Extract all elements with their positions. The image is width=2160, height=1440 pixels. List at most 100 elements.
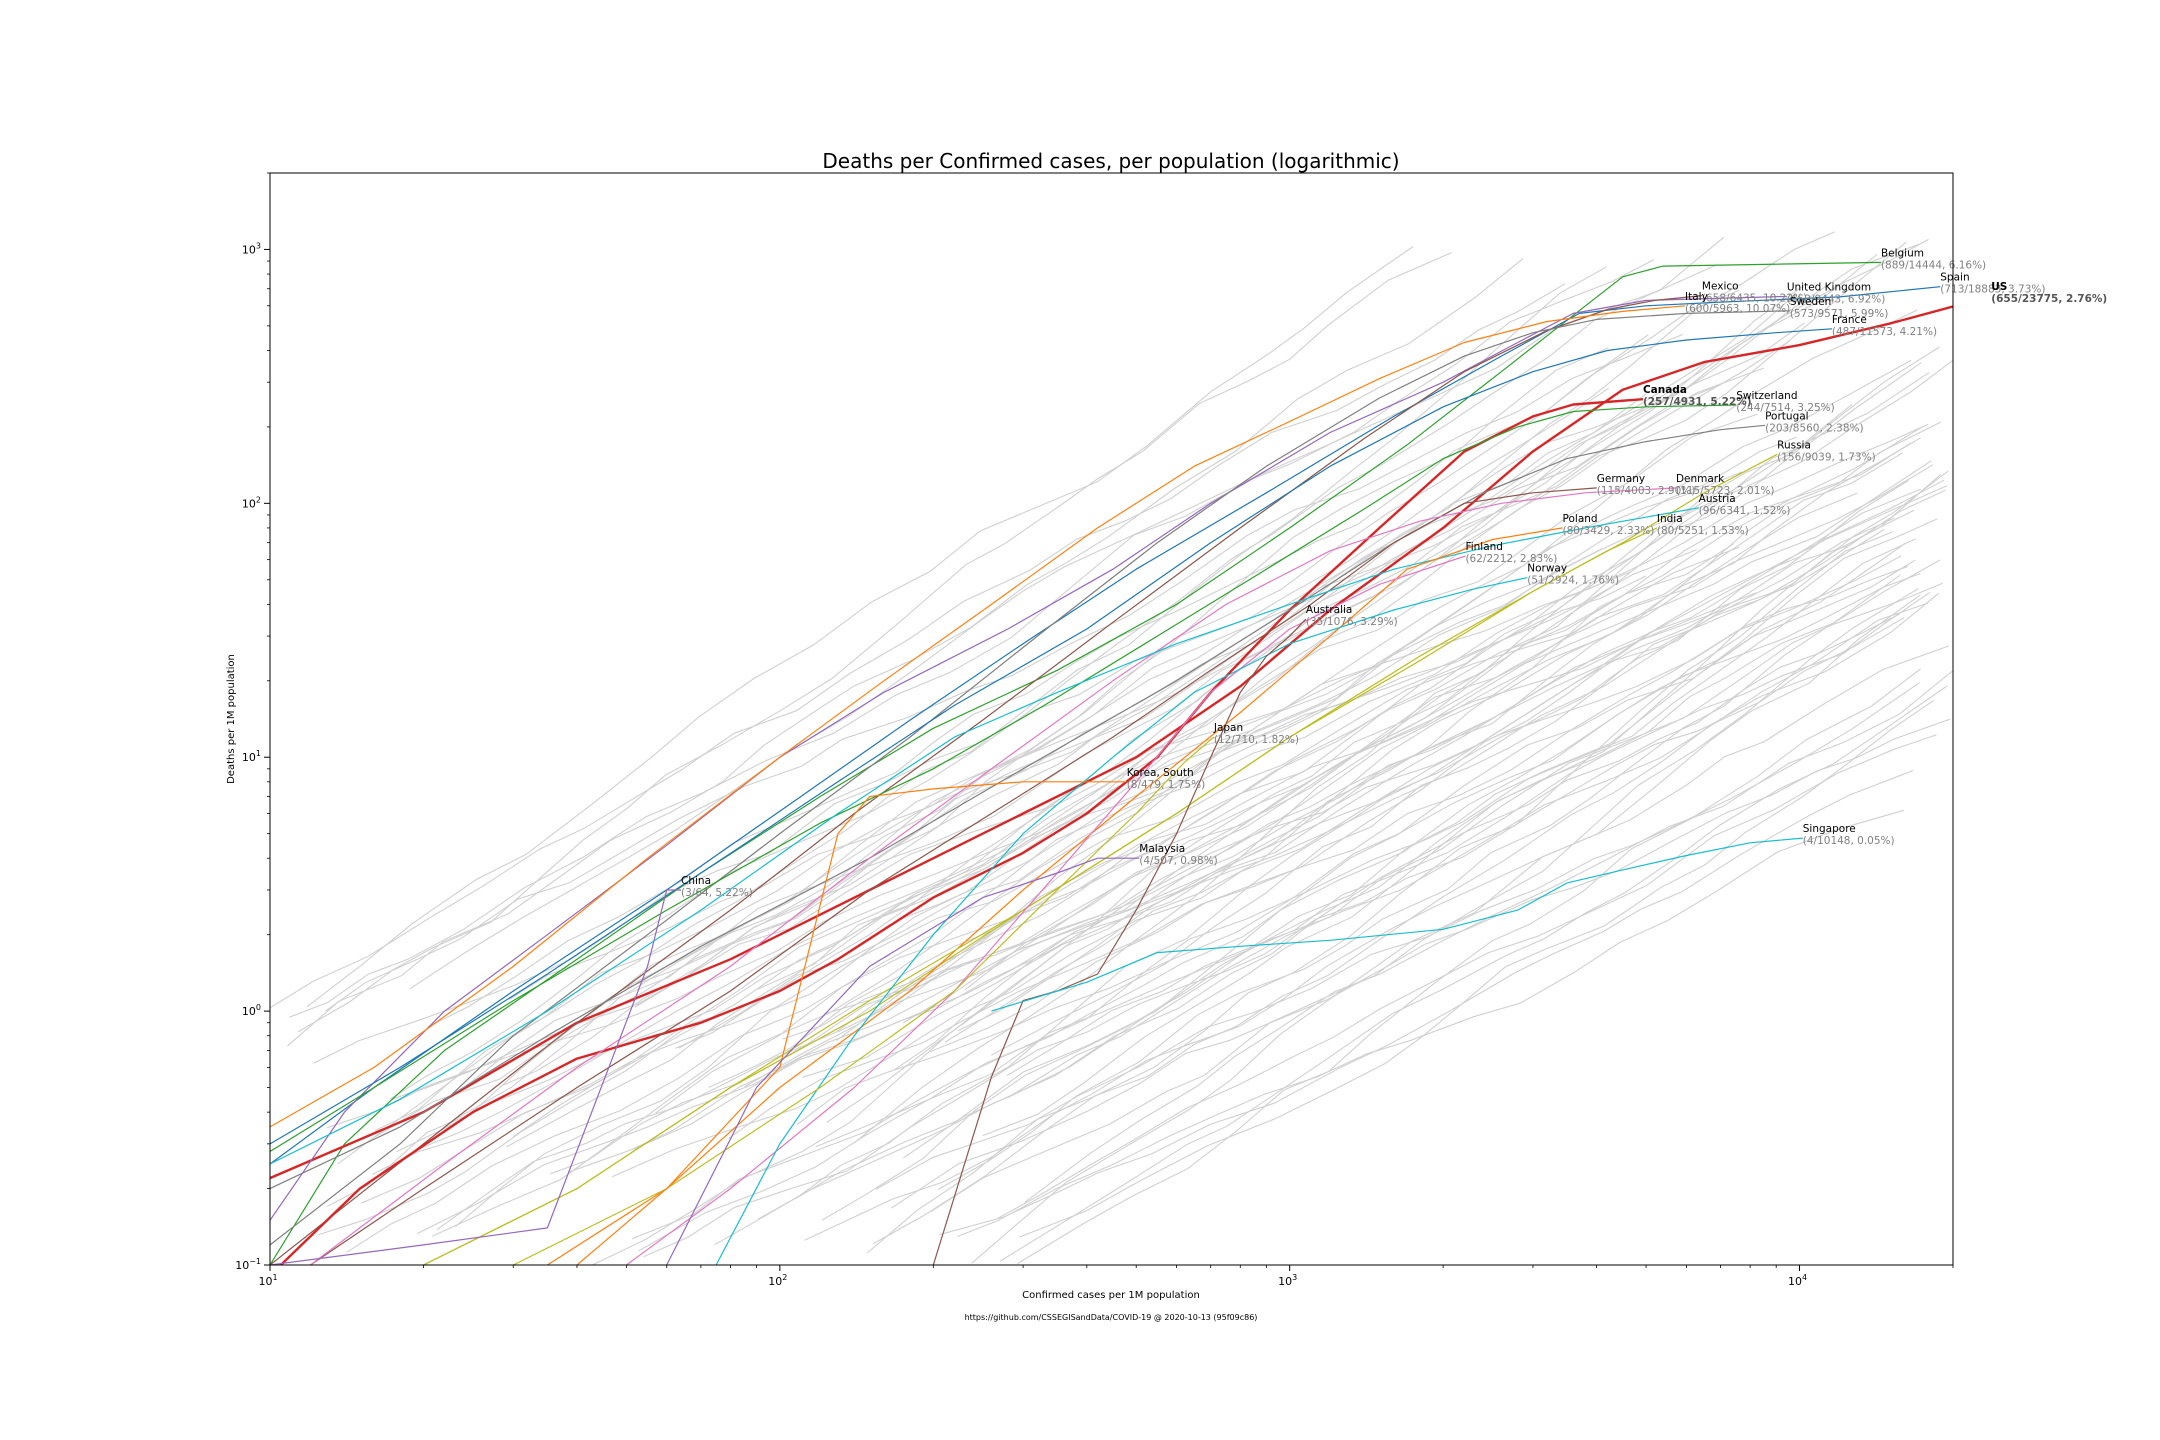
background-country-line xyxy=(1024,670,1953,1204)
x-tick-base: 10 xyxy=(1788,1275,1802,1288)
background-country-line xyxy=(971,594,1921,1264)
y-tick-label: 10−1 xyxy=(235,1257,261,1272)
y-axis-label: Deaths per 1M population xyxy=(226,654,237,784)
background-country-line xyxy=(506,340,1790,1148)
x-tick-label: 103 xyxy=(1278,1273,1297,1288)
background-country-line xyxy=(270,283,1566,1009)
background-country-line xyxy=(1006,582,1943,1077)
series-line-canada xyxy=(279,398,1644,1265)
y-tick-base: 10 xyxy=(242,243,256,256)
series-line-poland xyxy=(547,527,1563,1265)
series-name-russia: Russia xyxy=(1777,439,1811,451)
background-country-line xyxy=(446,294,1795,1125)
series-stats-poland: (80/3429, 2.33%) xyxy=(1563,525,1655,537)
series-stats-denmark: (115/5723, 2.01%) xyxy=(1676,485,1775,497)
y-tick-exp: 0 xyxy=(256,1003,261,1012)
background-country-line xyxy=(391,575,1647,1101)
y-tick-exp: 3 xyxy=(256,241,261,250)
background-country-line xyxy=(631,517,1896,1150)
y-tick-exp: 1 xyxy=(256,749,261,758)
background-country-line xyxy=(1019,699,1935,1238)
series-line-japan xyxy=(513,736,1215,1265)
series-stats-norway: (51/2924, 1.76%) xyxy=(1527,575,1619,587)
series-name-united-kingdom: United Kingdom xyxy=(1787,281,1871,293)
background-country-line xyxy=(361,413,1758,1204)
series-stats-spain: (713/18883, 3.73%) xyxy=(1940,284,2045,296)
background-country-line xyxy=(804,645,1950,1241)
series-name-norway: Norway xyxy=(1527,563,1567,575)
background-country-line xyxy=(427,334,1649,1028)
series-name-switzerland: Switzerland xyxy=(1736,390,1797,402)
background-country-line xyxy=(997,734,1937,1219)
background-country-line xyxy=(728,479,1909,1140)
background-country-line xyxy=(1017,668,1921,1265)
series-line-united-kingdom xyxy=(270,295,1787,1221)
series-line-portugal xyxy=(270,424,1766,1190)
background-country-line xyxy=(621,254,1878,991)
series-line-spain xyxy=(270,286,1941,1165)
series-stats-switzerland: (244/7514, 3.25%) xyxy=(1736,402,1835,414)
series-stats-canada: (257/4931, 5.22%) xyxy=(1643,396,1752,408)
background-country-line xyxy=(431,436,1797,1237)
background-country-line xyxy=(289,259,1654,1018)
plot-area xyxy=(270,173,1953,1265)
series-line-denmark xyxy=(310,487,1676,1265)
background-country-line xyxy=(999,685,1948,1262)
series-stats-singapore: (4/10148, 0.05%) xyxy=(1803,835,1895,847)
x-tick-exp: 2 xyxy=(782,1273,787,1282)
series-stats-portugal: (203/8560, 2.38%) xyxy=(1765,422,1864,434)
series-stats-austria: (96/6341, 1.52%) xyxy=(1699,505,1791,517)
plot-frame xyxy=(269,172,1954,1266)
series-stats-belgium: (889/14444, 6.16%) xyxy=(1881,259,1986,271)
y-tick-label: 103 xyxy=(242,241,261,256)
background-country-line xyxy=(611,489,1946,1178)
series-name-us: US xyxy=(1991,281,2007,293)
background-country-line xyxy=(902,602,1929,1159)
series-stats-united-kingdom: (653/9443, 6.92%) xyxy=(1787,293,1886,305)
background-country-line xyxy=(957,485,1948,1032)
y-tick-base: 10 xyxy=(242,751,256,764)
background-country-line xyxy=(631,538,1916,1240)
series-name-malaysia: Malaysia xyxy=(1139,843,1185,855)
series-line-norway xyxy=(715,577,1528,1265)
series-stats-italy: (600/5963, 10.07%) xyxy=(1685,303,1790,315)
x-tick-base: 10 xyxy=(768,1275,782,1288)
series-stats-india: (80/5251, 1.53%) xyxy=(1657,525,1749,537)
series-labels: Belgium(889/14444, 6.16%)Spain(713/18883… xyxy=(681,247,2107,899)
series-line-austria xyxy=(270,507,1699,1165)
x-tick-label: 102 xyxy=(768,1273,787,1288)
background-country-line xyxy=(990,470,1949,1056)
series-name-india: India xyxy=(1657,513,1683,525)
series-name-australia: Australia xyxy=(1306,604,1352,616)
background-country-line xyxy=(714,613,1900,1246)
background-country-line xyxy=(313,387,1610,1064)
background-country-line xyxy=(592,404,1853,1265)
series-line-sweden xyxy=(270,310,1790,1246)
series-lines xyxy=(270,261,1953,1265)
series-line-singapore xyxy=(991,837,1803,1012)
y-tick-base: 10 xyxy=(242,497,256,510)
x-axis: 101 102 103 104 xyxy=(258,1265,1954,1288)
series-stats-malaysia: (4/507, 0.98%) xyxy=(1139,855,1217,867)
background-country-line xyxy=(890,718,1951,1209)
background-country-line xyxy=(678,423,1929,1049)
background-country-line xyxy=(835,309,1918,1042)
background-country-line xyxy=(655,359,1953,1114)
series-name-italy: Italy xyxy=(1685,291,1708,303)
background-country-line xyxy=(873,592,1939,1245)
background-country-line xyxy=(409,264,1718,990)
y-tick-base: 10 xyxy=(235,1259,249,1272)
series-name-spain: Spain xyxy=(1940,272,1969,284)
background-country-line xyxy=(327,570,1633,1129)
series-line-italy xyxy=(270,305,1686,1128)
series-line-switzerland xyxy=(270,404,1737,1153)
series-name-belgium: Belgium xyxy=(1881,247,1924,259)
background-country-line xyxy=(568,492,1858,1173)
background-country-line xyxy=(325,333,1684,1012)
background-country-line xyxy=(298,252,1452,1033)
y-tick-label: 102 xyxy=(242,495,261,510)
series-stats-australia: (35/1076, 3.29%) xyxy=(1306,616,1398,628)
series-stats-china: (3/64, 5.22%) xyxy=(681,887,753,899)
x-tick-label: 104 xyxy=(1788,1273,1807,1288)
